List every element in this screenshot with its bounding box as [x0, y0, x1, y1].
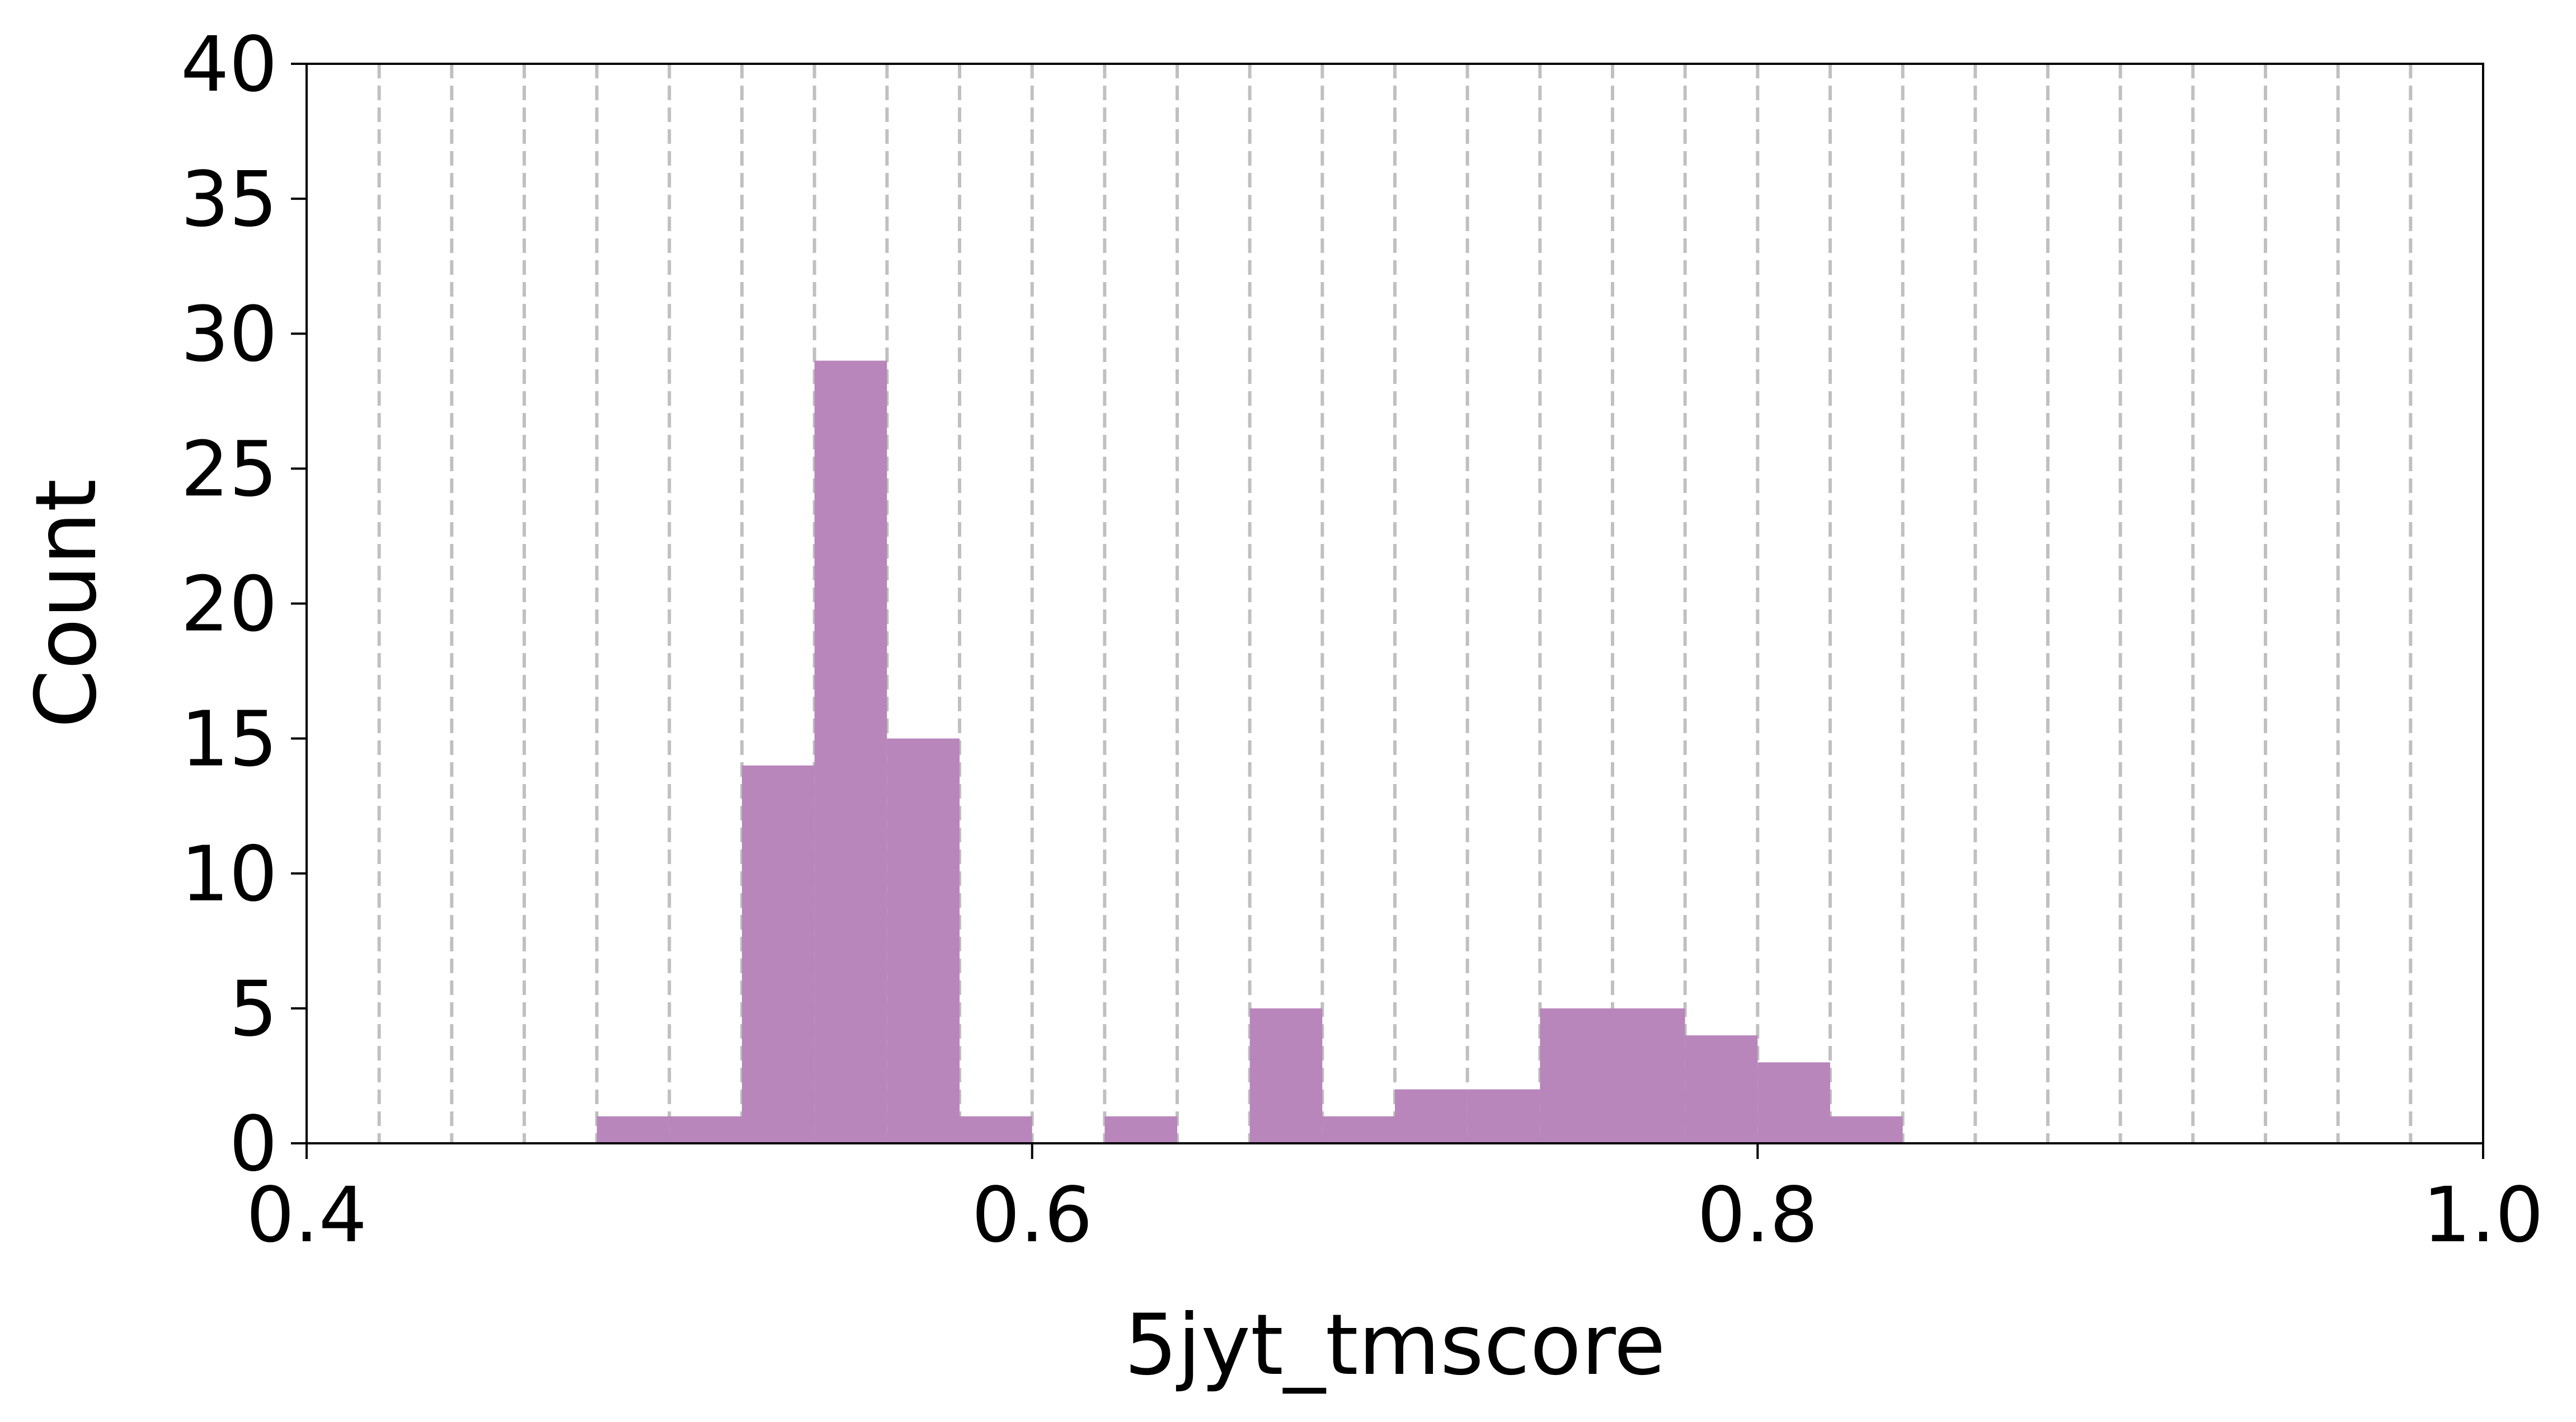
- y-tick-label: 30: [181, 290, 278, 379]
- histogram-bar: [1104, 1116, 1177, 1143]
- histogram-bar: [596, 1116, 670, 1143]
- y-axis-ticks: 0 5 10 15 20 25 30 35 40: [181, 21, 307, 1189]
- histogram-bar: [1685, 1035, 1758, 1143]
- y-tick-label: 25: [181, 425, 278, 514]
- y-tick-label: 10: [181, 830, 278, 919]
- histogram-bar: [742, 765, 815, 1143]
- histogram-bars: [596, 360, 1903, 1143]
- histogram-bar: [1613, 1008, 1685, 1143]
- histogram-bar: [1322, 1116, 1395, 1143]
- y-tick-label: 35: [181, 156, 278, 244]
- y-tick-label: 0: [229, 1100, 278, 1189]
- y-tick-label: 20: [181, 561, 278, 649]
- histogram-bar: [1249, 1008, 1323, 1143]
- y-tick-label: 40: [181, 21, 278, 109]
- y-tick-label: 5: [229, 965, 278, 1054]
- histogram-bar: [1830, 1116, 1903, 1143]
- histogram-bar: [814, 360, 887, 1143]
- histogram-bar: [1757, 1062, 1830, 1143]
- grid-lines: [377, 64, 2413, 1143]
- histogram-bar: [1540, 1008, 1613, 1143]
- x-tick-label: 0.4: [246, 1171, 367, 1260]
- x-axis-ticks: 0.4 0.6 0.8 1.0: [246, 1143, 2544, 1260]
- histogram-bar: [960, 1116, 1032, 1143]
- x-tick-label: 0.8: [1697, 1171, 1818, 1260]
- histogram-bar: [669, 1116, 742, 1143]
- y-tick-label: 15: [181, 696, 278, 784]
- x-tick-label: 1.0: [2423, 1171, 2544, 1260]
- y-axis-title: Count: [18, 479, 115, 728]
- histogram-bar: [1467, 1089, 1540, 1143]
- histogram-bar: [887, 738, 960, 1143]
- x-axis-title: 5jyt_tmscore: [1124, 1297, 1666, 1394]
- histogram-bar: [1395, 1089, 1468, 1143]
- x-tick-label: 0.6: [972, 1171, 1093, 1260]
